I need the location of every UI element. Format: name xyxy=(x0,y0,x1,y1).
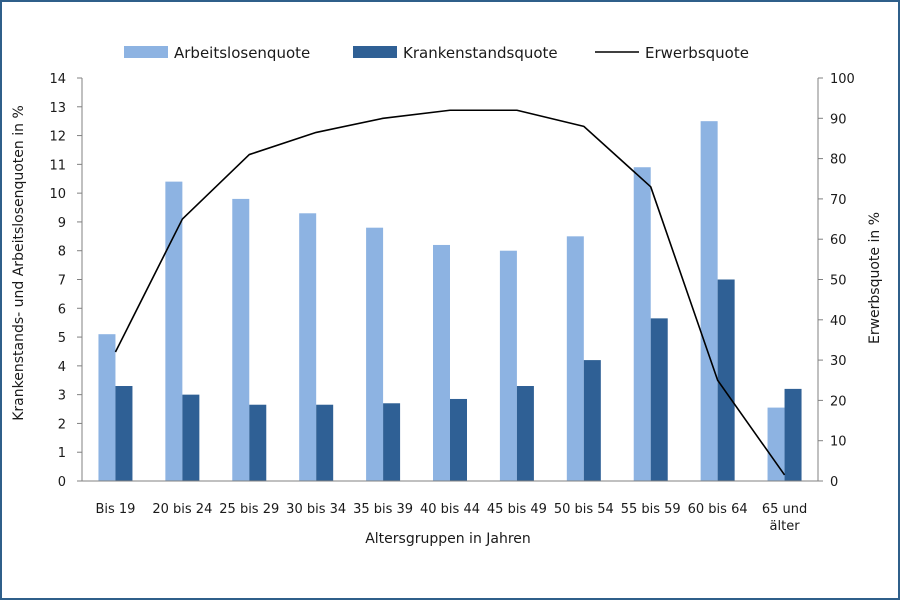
left-tick-label: 0 xyxy=(58,475,66,490)
bar-krankenstandsquote xyxy=(583,360,601,481)
left-tick-label: 10 xyxy=(49,187,66,202)
bar-arbeitslosenquote xyxy=(433,244,450,481)
bar-krankenstandsquote xyxy=(717,279,735,481)
bar-arbeitslosenquote xyxy=(299,213,317,482)
left-tick-label: 6 xyxy=(58,302,66,317)
right-tick-label: 70 xyxy=(830,193,847,208)
bar-arbeitslosenquote xyxy=(767,407,785,481)
bar-krankenstandsquote xyxy=(650,318,668,481)
x-tick-label: 25 bis 29 xyxy=(219,502,279,517)
right-tick-label: 80 xyxy=(830,153,847,168)
right-tick-label: 40 xyxy=(830,314,847,329)
bar-krankenstandsquote xyxy=(450,398,467,481)
bar-krankenstandsquote xyxy=(316,404,334,481)
bar-arbeitslosenquote xyxy=(232,198,250,481)
line-erwerbsquote xyxy=(114,109,786,476)
bar-krankenstandsquote xyxy=(383,403,401,481)
bar-krankenstandsquote xyxy=(516,386,534,481)
left-tick-label: 11 xyxy=(49,158,66,173)
left-tick-label: 9 xyxy=(58,216,66,231)
left-tick-label: 7 xyxy=(58,274,66,289)
right-axis: 0 10 20 30 40 50 60 70 80 90 100 xyxy=(817,72,855,490)
legend-label: Krankenstandsquote xyxy=(403,44,558,62)
bar-krankenstandsquote xyxy=(784,388,802,481)
bar-arbeitslosenquote xyxy=(98,334,116,481)
x-tick-label: Bis 19 xyxy=(95,502,135,517)
bar-arbeitslosenquote xyxy=(165,181,183,481)
x-tick-label: 55 bis 59 xyxy=(621,502,681,517)
right-tick-label: 20 xyxy=(830,394,847,409)
bars xyxy=(98,121,802,482)
bar-krankenstandsquote xyxy=(249,404,267,481)
right-tick-label: 60 xyxy=(830,233,847,248)
left-tick-label: 2 xyxy=(58,417,66,432)
left-tick-label: 8 xyxy=(58,245,66,260)
y-axis-title: Krankenstands- und Arbeitslosenquoten in… xyxy=(11,105,27,421)
line-series xyxy=(114,109,786,476)
right-tick-label: 100 xyxy=(830,72,855,87)
bar-arbeitslosenquote xyxy=(499,250,517,481)
legend-label: Erwerbsquote xyxy=(645,44,749,62)
bar-arbeitslosenquote xyxy=(700,121,718,481)
right-tick-label: 50 xyxy=(830,274,847,289)
left-tick-label: 1 xyxy=(58,446,66,461)
bar-arbeitslosenquote xyxy=(366,227,384,481)
right-tick-label: 10 xyxy=(830,435,847,450)
x-axis-title: Altersgruppen in Jahren xyxy=(365,531,531,547)
left-tick-label: 14 xyxy=(49,72,66,87)
legend-swatch xyxy=(353,46,397,58)
x-tick-label: 45 bis 49 xyxy=(487,502,547,517)
x-tick-label: 30 bis 34 xyxy=(286,502,346,517)
x-axis: Bis 19 20 bis 24 25 bis 29 30 bis 34 35 bis … xyxy=(82,480,818,534)
right-tick-label: 90 xyxy=(830,112,847,127)
left-tick-label: 13 xyxy=(49,101,66,116)
legend-swatch xyxy=(124,46,168,58)
x-tick-label: 35 bis 39 xyxy=(353,502,413,517)
left-tick-label: 12 xyxy=(49,130,66,145)
bar-krankenstandsquote xyxy=(115,386,133,481)
x-tick-label: 50 bis 54 xyxy=(554,502,614,517)
left-tick-label: 3 xyxy=(58,389,66,404)
x-tick-label: 60 bis 64 xyxy=(688,502,748,517)
left-tick-label: 5 xyxy=(58,331,66,346)
bar-arbeitslosenquote xyxy=(633,167,651,481)
right-tick-label: 30 xyxy=(830,354,847,369)
left-tick-label: 4 xyxy=(58,360,66,375)
bar-arbeitslosenquote xyxy=(566,236,584,481)
x-tick-label: 40 bis 44 xyxy=(420,502,480,517)
x-tick-label: 65 und älter xyxy=(762,502,807,534)
right-tick-label: 0 xyxy=(830,475,838,490)
y2-axis-title: Erwerbsquote in % xyxy=(867,212,883,344)
legend: Arbeitslosenquote Krankenstandsquote Erwer… xyxy=(124,44,749,62)
bar-krankenstandsquote xyxy=(182,394,200,481)
x-tick-label: 20 bis 24 xyxy=(152,502,212,517)
legend-label: Arbeitslosenquote xyxy=(174,44,310,62)
